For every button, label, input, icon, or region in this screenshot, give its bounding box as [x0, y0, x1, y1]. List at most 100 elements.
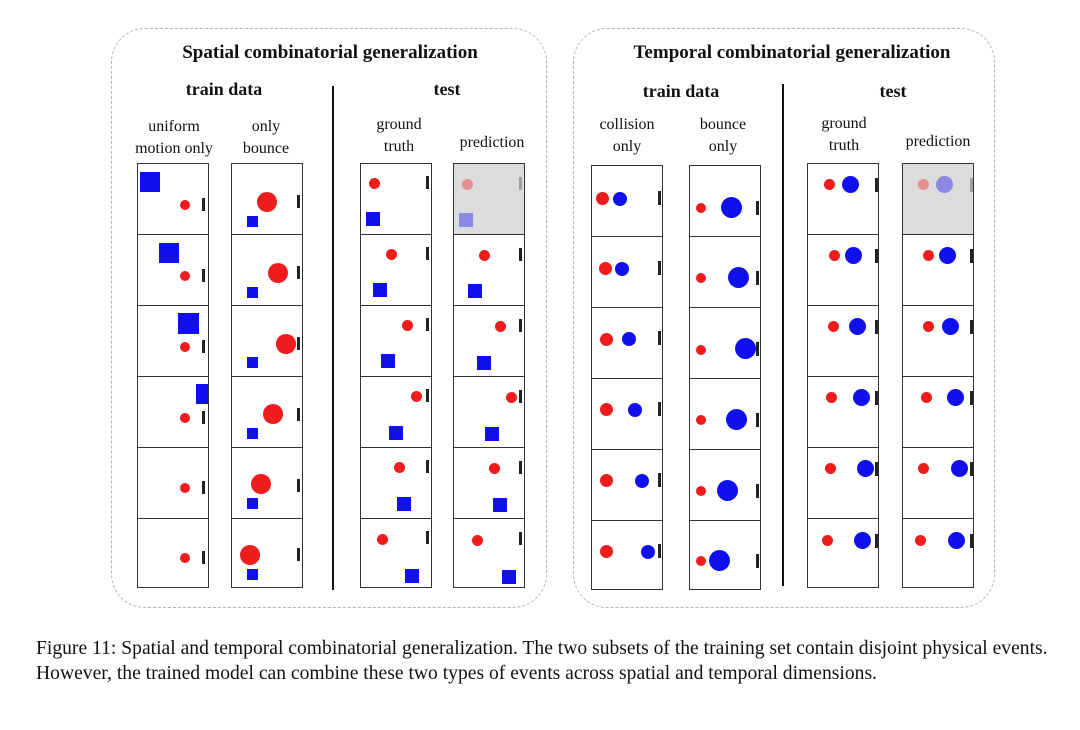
red-ball [918, 179, 929, 190]
spatial-panel-title: Spatial combinatorial generalization [182, 42, 478, 63]
red-ball [180, 483, 190, 493]
blue-ball [854, 532, 871, 549]
blue-ball [628, 403, 642, 417]
wall-bar [970, 391, 973, 405]
frame [902, 234, 974, 306]
frame [591, 307, 663, 379]
blue-ball [942, 318, 959, 335]
red-ball [918, 463, 929, 474]
frame [231, 447, 303, 519]
wall-bar [426, 460, 429, 473]
blue-square [373, 283, 387, 297]
wall-bar [297, 408, 300, 421]
col-label-spatial-prediction: prediction [459, 134, 525, 151]
blue-ball [853, 389, 870, 406]
spatial-train-title: train data [185, 79, 263, 99]
red-ball [180, 342, 190, 352]
blue-ball [709, 550, 730, 571]
frame [807, 163, 879, 235]
frame [807, 447, 879, 519]
blue-square [178, 313, 199, 334]
frame [453, 447, 525, 519]
red-ball [600, 474, 613, 487]
red-ball [472, 535, 483, 546]
wall-bar [297, 548, 300, 561]
red-ball [696, 203, 706, 213]
red-ball [826, 392, 837, 403]
red-ball [268, 263, 288, 283]
red-ball [386, 249, 397, 260]
red-ball [824, 179, 835, 190]
red-ball [394, 462, 405, 473]
blue-ball [728, 267, 749, 288]
wall-bar [519, 532, 522, 545]
frame [360, 305, 432, 377]
red-ball [180, 553, 190, 563]
wall-bar [756, 271, 759, 285]
red-ball [489, 463, 500, 474]
frame [360, 376, 432, 448]
temporal-panel-frame [573, 28, 995, 608]
frame [137, 163, 209, 235]
red-ball [276, 334, 296, 354]
blue-square [247, 569, 258, 580]
red-ball [923, 321, 934, 332]
frame [591, 165, 663, 237]
wall-bar [426, 531, 429, 544]
blue-ball [635, 474, 649, 488]
red-ball [506, 392, 517, 403]
frame [689, 165, 761, 237]
frame [807, 305, 879, 377]
wall-bar [875, 534, 878, 548]
frame [137, 518, 209, 588]
col-label-bounce-only: bounce only [699, 116, 747, 155]
red-ball [596, 192, 609, 205]
frame [360, 518, 432, 588]
wall-bar [297, 479, 300, 492]
wall-bar [519, 461, 522, 474]
blue-square [159, 243, 179, 263]
red-ball [600, 545, 613, 558]
blue-square [502, 570, 516, 584]
red-ball [696, 486, 706, 496]
red-ball [828, 321, 839, 332]
wall-bar [970, 320, 973, 334]
frame [807, 518, 879, 588]
frame [453, 518, 525, 588]
wall-bar [658, 331, 661, 345]
blue-ball [622, 332, 636, 346]
wall-bar [756, 484, 759, 498]
frame [231, 305, 303, 377]
col-label-only-bounce: only bounce [242, 118, 290, 157]
red-ball [822, 535, 833, 546]
wall-bar [970, 534, 973, 548]
red-ball [825, 463, 836, 474]
temporal-panel-title: Temporal combinatorial generalization [633, 42, 951, 63]
red-ball [180, 271, 190, 281]
frame [689, 236, 761, 308]
red-ball [829, 250, 840, 261]
blue-square [247, 216, 258, 227]
col-label-spatial-ground-truth: ground truth [376, 116, 422, 155]
frame [689, 520, 761, 590]
wall-bar [426, 176, 429, 189]
red-ball [180, 413, 190, 423]
wall-bar [658, 544, 661, 558]
frame [137, 305, 209, 377]
temporal-test-title: test [879, 81, 907, 101]
blue-ball [641, 545, 655, 559]
blue-square [405, 569, 419, 583]
blue-square [459, 213, 473, 227]
wall-bar [756, 342, 759, 356]
wall-bar [875, 462, 878, 476]
red-ball [696, 415, 706, 425]
spatial-panel-frame [111, 28, 547, 608]
wall-bar [202, 269, 205, 282]
frame [231, 518, 303, 588]
col-label-temporal-ground-truth: ground truth [821, 115, 867, 154]
wall-bar [202, 551, 205, 564]
frame [453, 234, 525, 306]
blue-ball [845, 247, 862, 264]
frame [231, 234, 303, 306]
frame [807, 376, 879, 448]
